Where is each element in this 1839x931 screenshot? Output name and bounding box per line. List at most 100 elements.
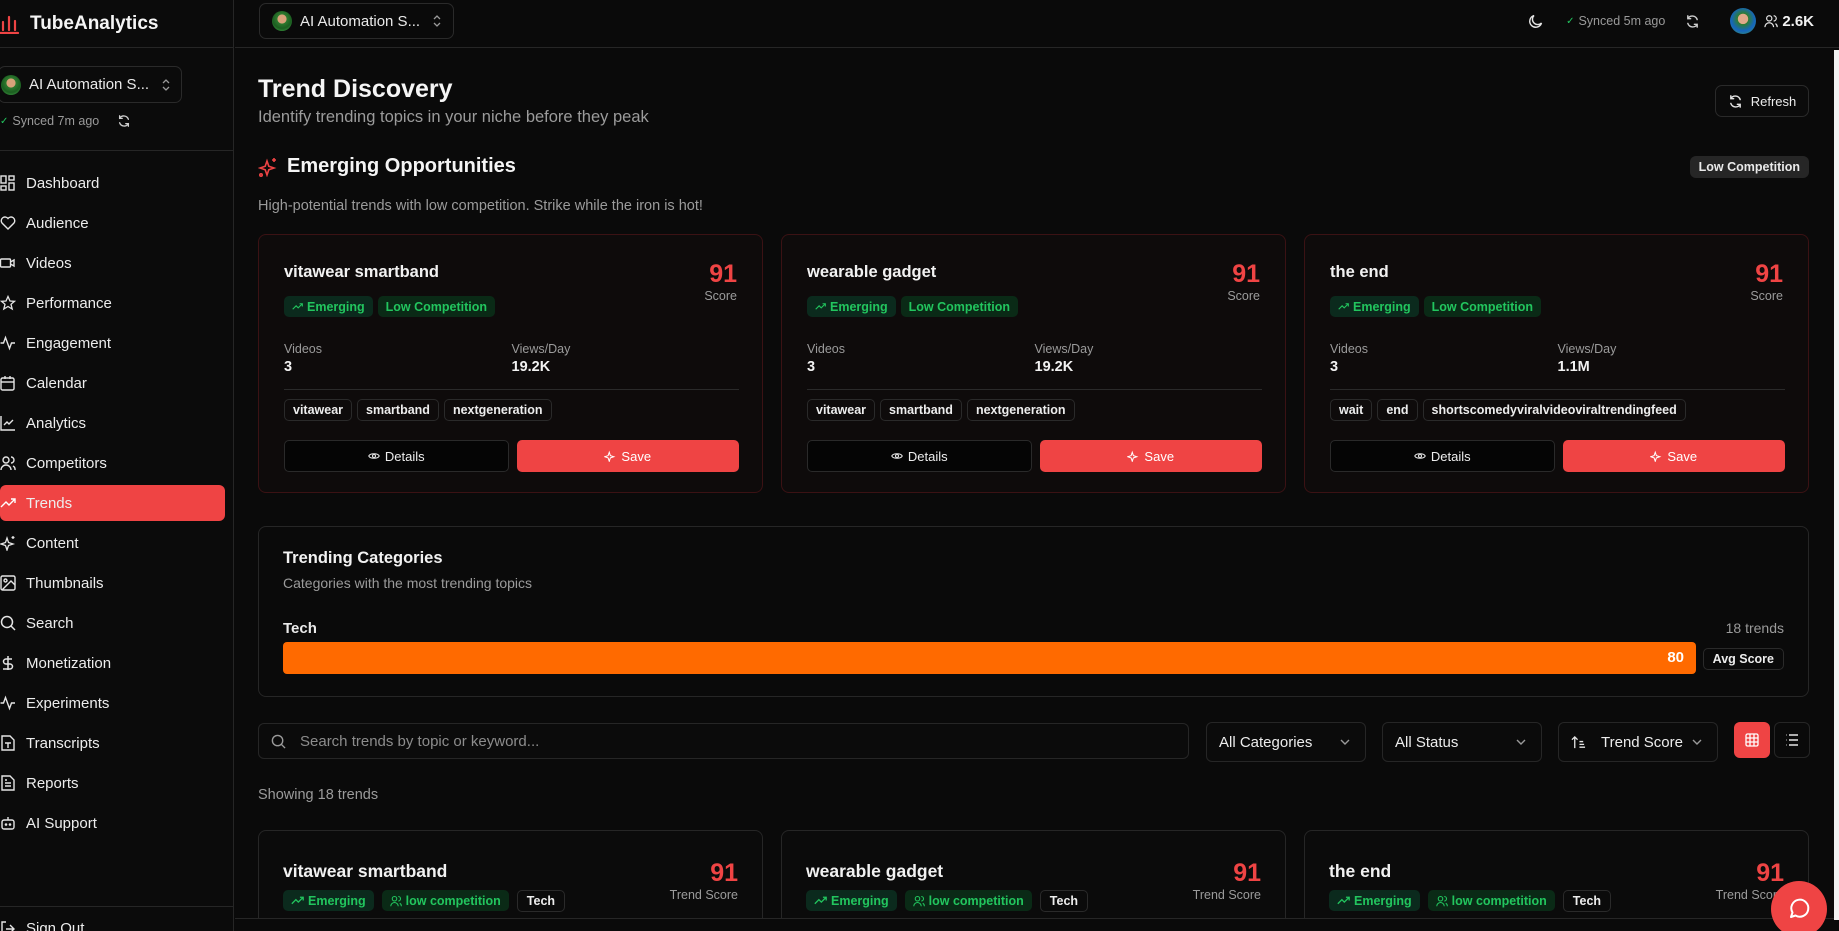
sidebar-item-dashboard[interactable]: Dashboard: [0, 165, 225, 201]
competition-badge: low competition: [1427, 890, 1555, 911]
competition-badge: low competition: [904, 890, 1032, 911]
scrollbar[interactable]: [1834, 50, 1839, 920]
sidebar-item-competitors[interactable]: Competitors: [0, 445, 225, 481]
chevrons-up-down-icon: [433, 15, 441, 27]
divider: [0, 150, 234, 151]
category-avg-score: 80: [1667, 649, 1684, 666]
trend-title: vitawear smartband: [283, 861, 448, 881]
score: 91 Score: [1750, 259, 1783, 303]
score-label: Trend Score: [1192, 888, 1261, 902]
video-icon: [0, 258, 15, 268]
sparkles-icon: [0, 535, 16, 551]
refresh-icon[interactable]: [1685, 14, 1700, 29]
sidebar-item-label: Monetization: [26, 654, 112, 672]
details-label: Details: [907, 448, 948, 464]
details-label: Details: [384, 448, 425, 464]
status-select[interactable]: All Status: [1382, 722, 1542, 762]
channel-name: AI Automation S...: [29, 76, 150, 93]
users-icon: [1764, 15, 1779, 28]
channel-selector[interactable]: AI Automation S...: [0, 66, 182, 103]
sign-out-button[interactable]: Sign Out: [0, 920, 84, 931]
grid-view-button[interactable]: [1734, 722, 1770, 758]
trend-card[interactable]: the end Emerging low competition Tech 91…: [1304, 830, 1809, 931]
channel-avatar: [272, 11, 292, 31]
divider: [807, 389, 1262, 390]
sync-status: ✓ Synced 7m ago: [0, 114, 131, 128]
list-view-button[interactable]: [1774, 722, 1810, 758]
details-button[interactable]: Details: [284, 440, 509, 472]
stat-value: 3: [284, 359, 293, 375]
header-channel-selector[interactable]: AI Automation S...: [259, 3, 454, 39]
avg-score-badge: Avg Score: [1702, 648, 1784, 670]
sidebar-item-label: Calendar: [26, 374, 87, 392]
score-value: 91: [1756, 859, 1784, 887]
trending-up-icon: [292, 303, 303, 310]
sidebar-item-reports[interactable]: Reports: [0, 765, 225, 801]
sidebar-item-content[interactable]: Content: [0, 525, 225, 561]
sidebar-item-audience[interactable]: Audience: [0, 205, 225, 241]
trend-card[interactable]: wearable gadget Emerging low competition…: [781, 830, 1286, 931]
details-label: Details: [1430, 448, 1471, 464]
score-value: 91: [1233, 859, 1261, 887]
chat-button[interactable]: [1771, 881, 1827, 931]
save-button[interactable]: Save: [516, 440, 739, 472]
stat-value: 19.2K: [511, 359, 551, 375]
badge-label: low competition: [928, 893, 1024, 908]
save-label: Save: [1144, 448, 1175, 464]
sort-select[interactable]: Trend Score: [1558, 722, 1718, 762]
stat-label: Videos: [1330, 342, 1368, 356]
score-label: Score: [1750, 289, 1783, 303]
refresh-icon: [1729, 94, 1741, 108]
sidebar-item-thumbnails[interactable]: Thumbnails: [0, 565, 225, 601]
save-button[interactable]: Save: [1039, 440, 1262, 472]
sidebar-item-calendar[interactable]: Calendar: [0, 365, 225, 401]
sidebar-item-label: Engagement: [26, 334, 112, 352]
views-stat: Views/Day 19.2K: [512, 342, 740, 375]
calendar-icon: [0, 376, 15, 391]
brand[interactable]: TubeAnalytics: [0, 0, 233, 48]
score-value: 91: [1232, 260, 1260, 288]
badge-label: Emerging: [830, 299, 888, 314]
divider: [1330, 389, 1785, 390]
competition-badge: Low Competition: [377, 296, 496, 317]
sidebar-item-trends[interactable]: Trends: [0, 485, 225, 521]
keyword-tags: vitawear smartband nextgeneration: [807, 399, 1075, 421]
badges: Emerging Low Competition: [1330, 296, 1542, 317]
trend-card[interactable]: vitawear smartband Emerging low competit…: [258, 830, 763, 931]
emerging-badge: Emerging: [807, 296, 896, 317]
header-sync-status: ✓ Synced 5m ago: [1566, 14, 1665, 28]
badge-label: low competition: [1451, 893, 1547, 908]
details-button[interactable]: Details: [807, 440, 1032, 472]
stat-value: 19.2K: [1034, 359, 1074, 375]
stat-label: Videos: [807, 342, 845, 356]
save-button[interactable]: Save: [1562, 440, 1785, 472]
keyword-tag: smartband: [880, 399, 962, 421]
sidebar-item-monetization[interactable]: Monetization: [0, 645, 225, 681]
eye-icon: [1414, 453, 1426, 459]
header-actions: ✓ Synced 5m ago 2.6K: [1528, 0, 1814, 42]
search-input[interactable]: [300, 732, 1180, 750]
sidebar-item-ai-support[interactable]: AI Support: [0, 805, 225, 841]
sidebar-item-videos[interactable]: Videos: [0, 245, 225, 281]
keyword-tags: wait end shortscomedyviralvideoviraltren…: [1330, 399, 1686, 421]
sidebar-item-transcripts[interactable]: Transcripts: [0, 725, 225, 761]
message-circle-icon: [1790, 898, 1810, 918]
category-tag: Tech: [1039, 890, 1089, 912]
category-name: Tech: [283, 620, 317, 637]
category-select[interactable]: All Categories: [1206, 722, 1366, 762]
refresh-button[interactable]: Refresh: [1715, 85, 1809, 117]
score-label: Score: [1227, 289, 1260, 303]
score-label: Trend Score: [1715, 888, 1784, 902]
user-avatar[interactable]: [1730, 8, 1757, 34]
sidebar-item-analytics[interactable]: Analytics: [0, 405, 225, 441]
sidebar-item-experiments[interactable]: Experiments: [0, 685, 225, 721]
moon-icon[interactable]: [1528, 13, 1544, 29]
sidebar-item-performance[interactable]: Performance: [0, 285, 225, 321]
sidebar-item-search[interactable]: Search: [0, 605, 225, 641]
sidebar-item-engagement[interactable]: Engagement: [0, 325, 225, 361]
details-button[interactable]: Details: [1330, 440, 1555, 472]
category-tag: Tech: [516, 890, 566, 912]
sidebar-item-label: Transcripts: [26, 734, 100, 752]
keyword-tag: nextgeneration: [443, 399, 552, 421]
refresh-icon[interactable]: [117, 114, 131, 128]
